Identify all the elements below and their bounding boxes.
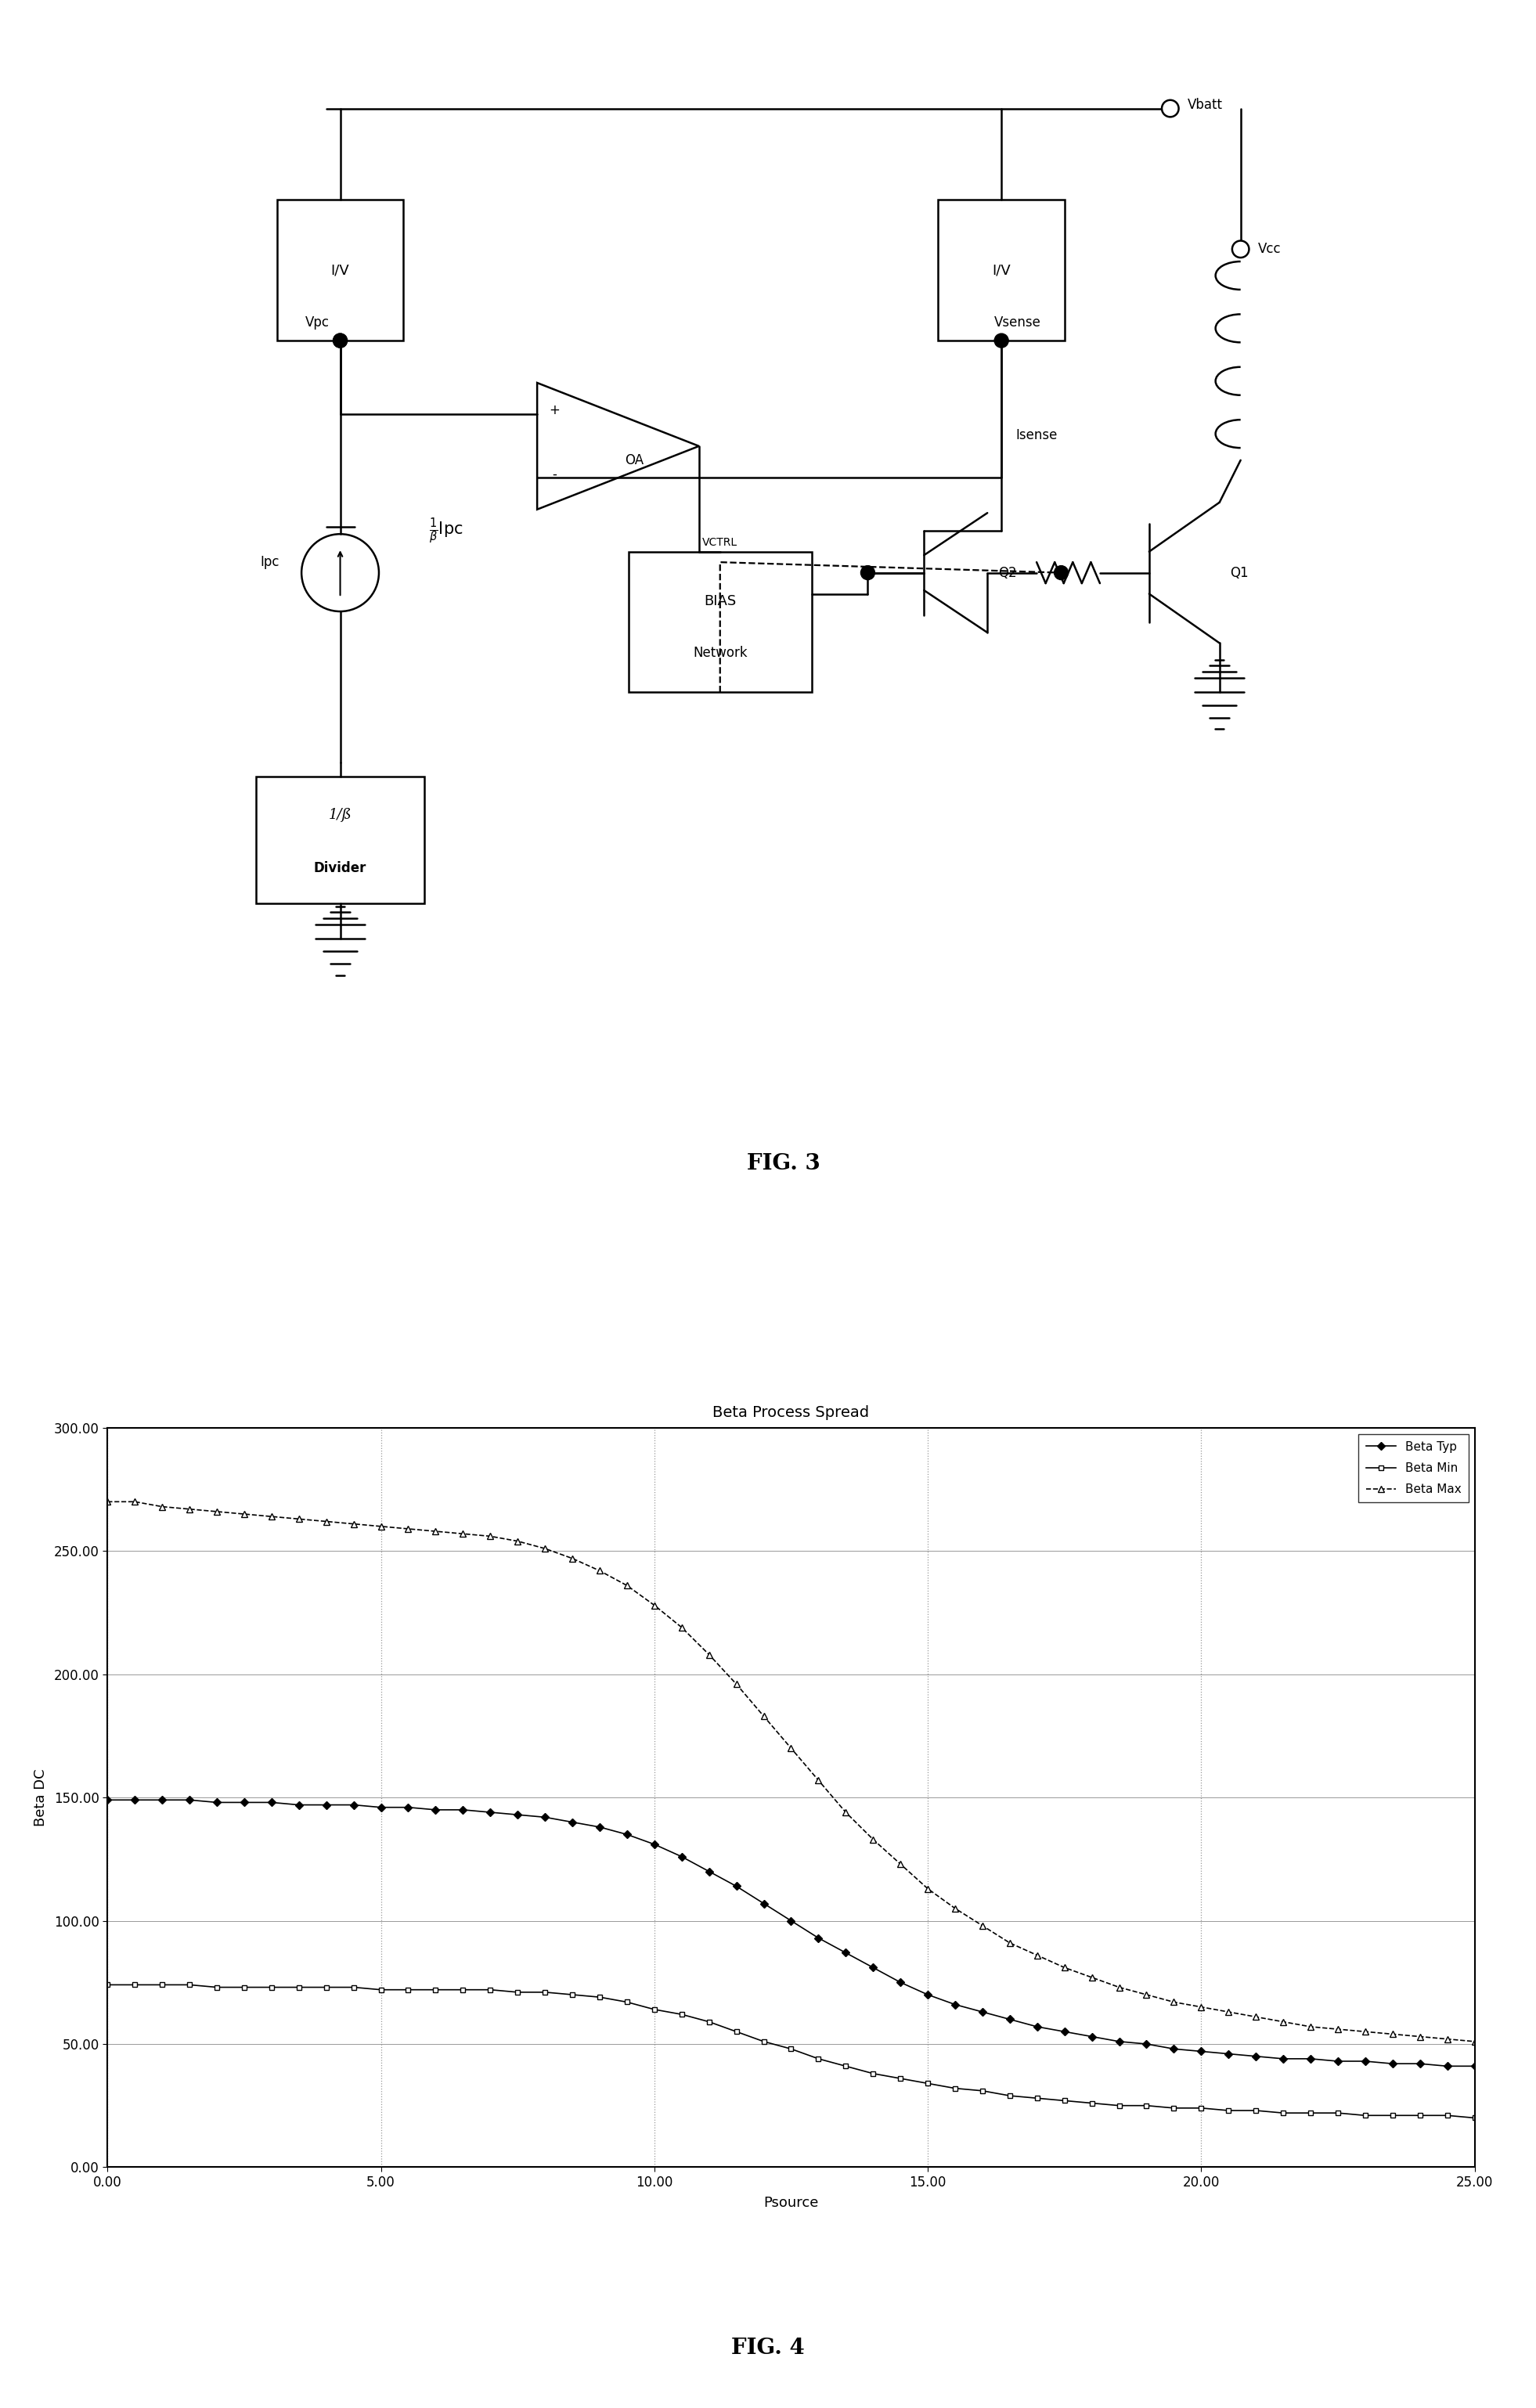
Beta Typ <box>1000 2006 1018 2035</box>
Bar <box>938 200 1064 340</box>
Text: $\frac{1}{\beta}$Ipc: $\frac{1}{\beta}$Ipc <box>429 515 462 544</box>
Beta Min <box>399 1975 418 2003</box>
Text: Q2: Q2 <box>998 566 1017 580</box>
Beta Max <box>1465 2028 1484 2056</box>
Beta Min <box>536 1977 554 2006</box>
Beta Typ <box>536 1804 554 1832</box>
Text: Network: Network <box>693 645 748 660</box>
Text: +: + <box>550 405 561 417</box>
Text: Vsense: Vsense <box>994 315 1041 330</box>
Bar <box>276 200 404 340</box>
Beta Max <box>98 1488 117 1517</box>
Circle shape <box>860 566 876 580</box>
Line: Beta Min: Beta Min <box>104 1982 1478 2121</box>
Text: Vbatt: Vbatt <box>1187 99 1223 113</box>
Text: OA: OA <box>625 453 644 467</box>
Circle shape <box>1232 241 1249 258</box>
Text: Q1: Q1 <box>1230 566 1249 580</box>
Text: I/V: I/V <box>330 262 350 277</box>
Text: Vpc: Vpc <box>306 315 329 330</box>
Text: Vcc: Vcc <box>1258 243 1281 255</box>
Y-axis label: Beta DC: Beta DC <box>34 1767 48 1825</box>
Beta Min <box>1083 2088 1101 2117</box>
Circle shape <box>994 335 1009 347</box>
X-axis label: Psource: Psource <box>763 2196 819 2211</box>
Circle shape <box>1054 566 1068 580</box>
Beta Typ <box>399 1794 418 1823</box>
Legend: Beta Typ, Beta Min, Beta Max: Beta Typ, Beta Min, Beta Max <box>1358 1433 1468 1503</box>
Bar <box>628 551 811 694</box>
Text: Isense: Isense <box>1015 429 1057 443</box>
Text: I/V: I/V <box>992 262 1011 277</box>
Text: 1/ß: 1/ß <box>329 807 352 821</box>
Beta Max <box>508 1527 527 1556</box>
Beta Min <box>508 1977 527 2006</box>
Beta Max <box>1000 1929 1018 1958</box>
Title: Beta Process Spread: Beta Process Spread <box>713 1406 869 1421</box>
Bar <box>257 778 424 903</box>
Text: FIG. 4: FIG. 4 <box>731 2338 805 2357</box>
Beta Max <box>536 1534 554 1563</box>
Beta Max <box>399 1515 418 1544</box>
Text: FIG. 3: FIG. 3 <box>746 1153 820 1175</box>
Beta Max <box>1438 2025 1456 2054</box>
Text: -: - <box>553 467 558 482</box>
Beta Min <box>1465 2105 1484 2133</box>
Circle shape <box>333 335 347 347</box>
Beta Typ <box>1410 2049 1428 2078</box>
Line: Beta Max: Beta Max <box>104 1498 1478 2044</box>
Text: Ipc: Ipc <box>260 554 280 568</box>
Text: BIAS: BIAS <box>703 595 736 607</box>
Beta Typ <box>1465 2052 1484 2081</box>
Circle shape <box>333 335 347 347</box>
Beta Typ <box>508 1801 527 1830</box>
Beta Typ <box>98 1784 117 1813</box>
Text: VCTRL: VCTRL <box>702 537 737 549</box>
Beta Min <box>1000 2081 1018 2109</box>
Text: Divider: Divider <box>313 860 367 874</box>
Circle shape <box>1161 101 1178 118</box>
Beta Min <box>98 1970 117 1999</box>
Beta Min <box>1438 2102 1456 2131</box>
Beta Max <box>1083 1963 1101 1991</box>
Beta Typ <box>1083 2023 1101 2052</box>
Line: Beta Typ: Beta Typ <box>104 1796 1478 2068</box>
Beta Typ <box>1438 2052 1456 2081</box>
